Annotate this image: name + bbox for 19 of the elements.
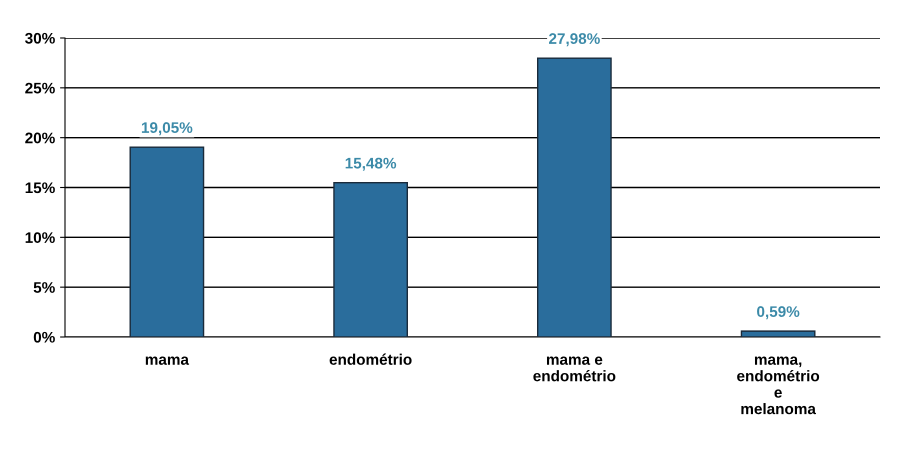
bar: [740, 330, 816, 337]
y-tick-label: 20%: [25, 132, 55, 144]
y-tick-label: 5%: [34, 282, 55, 293]
y-tick-label: 25%: [25, 82, 55, 94]
data-label: 0,59%: [757, 306, 800, 320]
y-tick-label: 15%: [26, 182, 55, 194]
bar: [537, 57, 612, 337]
data-label: 27,98%: [549, 33, 600, 46]
x-tick-label: mama: [146, 356, 190, 365]
x-tick-label: mama, endométrio e melanoma: [737, 356, 820, 414]
bar: [130, 146, 204, 337]
y-tick-label: 0%: [34, 332, 55, 343]
y-tick-label: 10%: [26, 232, 55, 244]
x-tick-label: mama e endométrio: [533, 356, 616, 382]
x-tick-label: endométrio: [330, 354, 412, 365]
y-tick-label: 30%: [25, 32, 55, 44]
data-label: 15,48%: [346, 158, 396, 171]
data-label: 19,05%: [142, 122, 192, 136]
bar: [333, 182, 408, 337]
